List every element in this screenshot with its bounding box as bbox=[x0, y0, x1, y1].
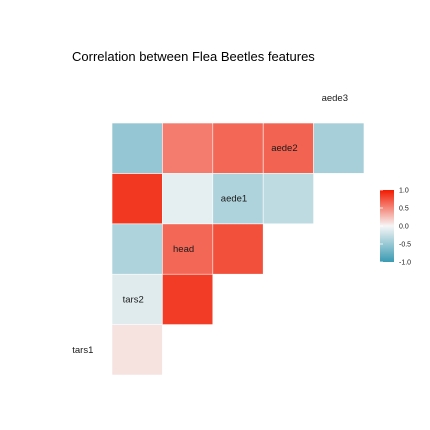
heatmap-cells bbox=[111, 122, 365, 376]
variable-label-tars2: tars2 bbox=[123, 294, 144, 305]
heatmap-cell-tars2-tars1 bbox=[111, 324, 163, 376]
color-legend: 1.0 0.5 0.0 -0.5 -1.0 bbox=[380, 188, 411, 267]
heatmap-cell-aede3-tars1 bbox=[111, 122, 163, 174]
heatmap-cell-aede3-tars2 bbox=[162, 122, 214, 174]
variable-label-head: head bbox=[173, 244, 194, 255]
chart-title: Correlation between Flea Beetles feature… bbox=[72, 49, 315, 64]
heatmap-cell-aede3-head bbox=[212, 122, 264, 174]
legend-tick-label: 0.0 bbox=[399, 224, 409, 231]
heatmap-cell-aede2-aede1 bbox=[262, 173, 314, 225]
heatmap-cell-head-tars2 bbox=[162, 273, 214, 325]
heatmap-cell-aede3-aede1 bbox=[262, 122, 314, 174]
variable-label-aede3: aede3 bbox=[322, 93, 348, 104]
legend-color-bar bbox=[380, 190, 394, 262]
variable-label-aede1: aede1 bbox=[221, 194, 247, 205]
heatmap-cell-aede1-tars2 bbox=[162, 223, 214, 275]
variable-labels: tars1 tars2 head aede1 aede2 aede3 bbox=[72, 93, 348, 356]
variable-label-aede2: aede2 bbox=[271, 143, 297, 154]
legend-ticks: 1.0 0.5 0.0 -0.5 -1.0 bbox=[380, 188, 411, 267]
heatmap-cell-aede3-aede2 bbox=[313, 122, 365, 174]
legend-tick-label: -1.0 bbox=[399, 260, 411, 267]
heatmap-cell-aede2-tars1 bbox=[111, 173, 163, 225]
legend-tick-label: -0.5 bbox=[399, 242, 411, 249]
heatmap-cell-aede1-tars1 bbox=[111, 223, 163, 275]
variable-label-tars1: tars1 bbox=[72, 345, 93, 356]
heatmap-cell-aede2-tars2 bbox=[162, 173, 214, 225]
legend-tick-label: 1.0 bbox=[399, 188, 409, 195]
legend-tick-label: 0.5 bbox=[399, 206, 409, 213]
heatmap-cell-aede1-head bbox=[212, 223, 264, 275]
heatmap-cell-head-tars1 bbox=[111, 273, 163, 325]
